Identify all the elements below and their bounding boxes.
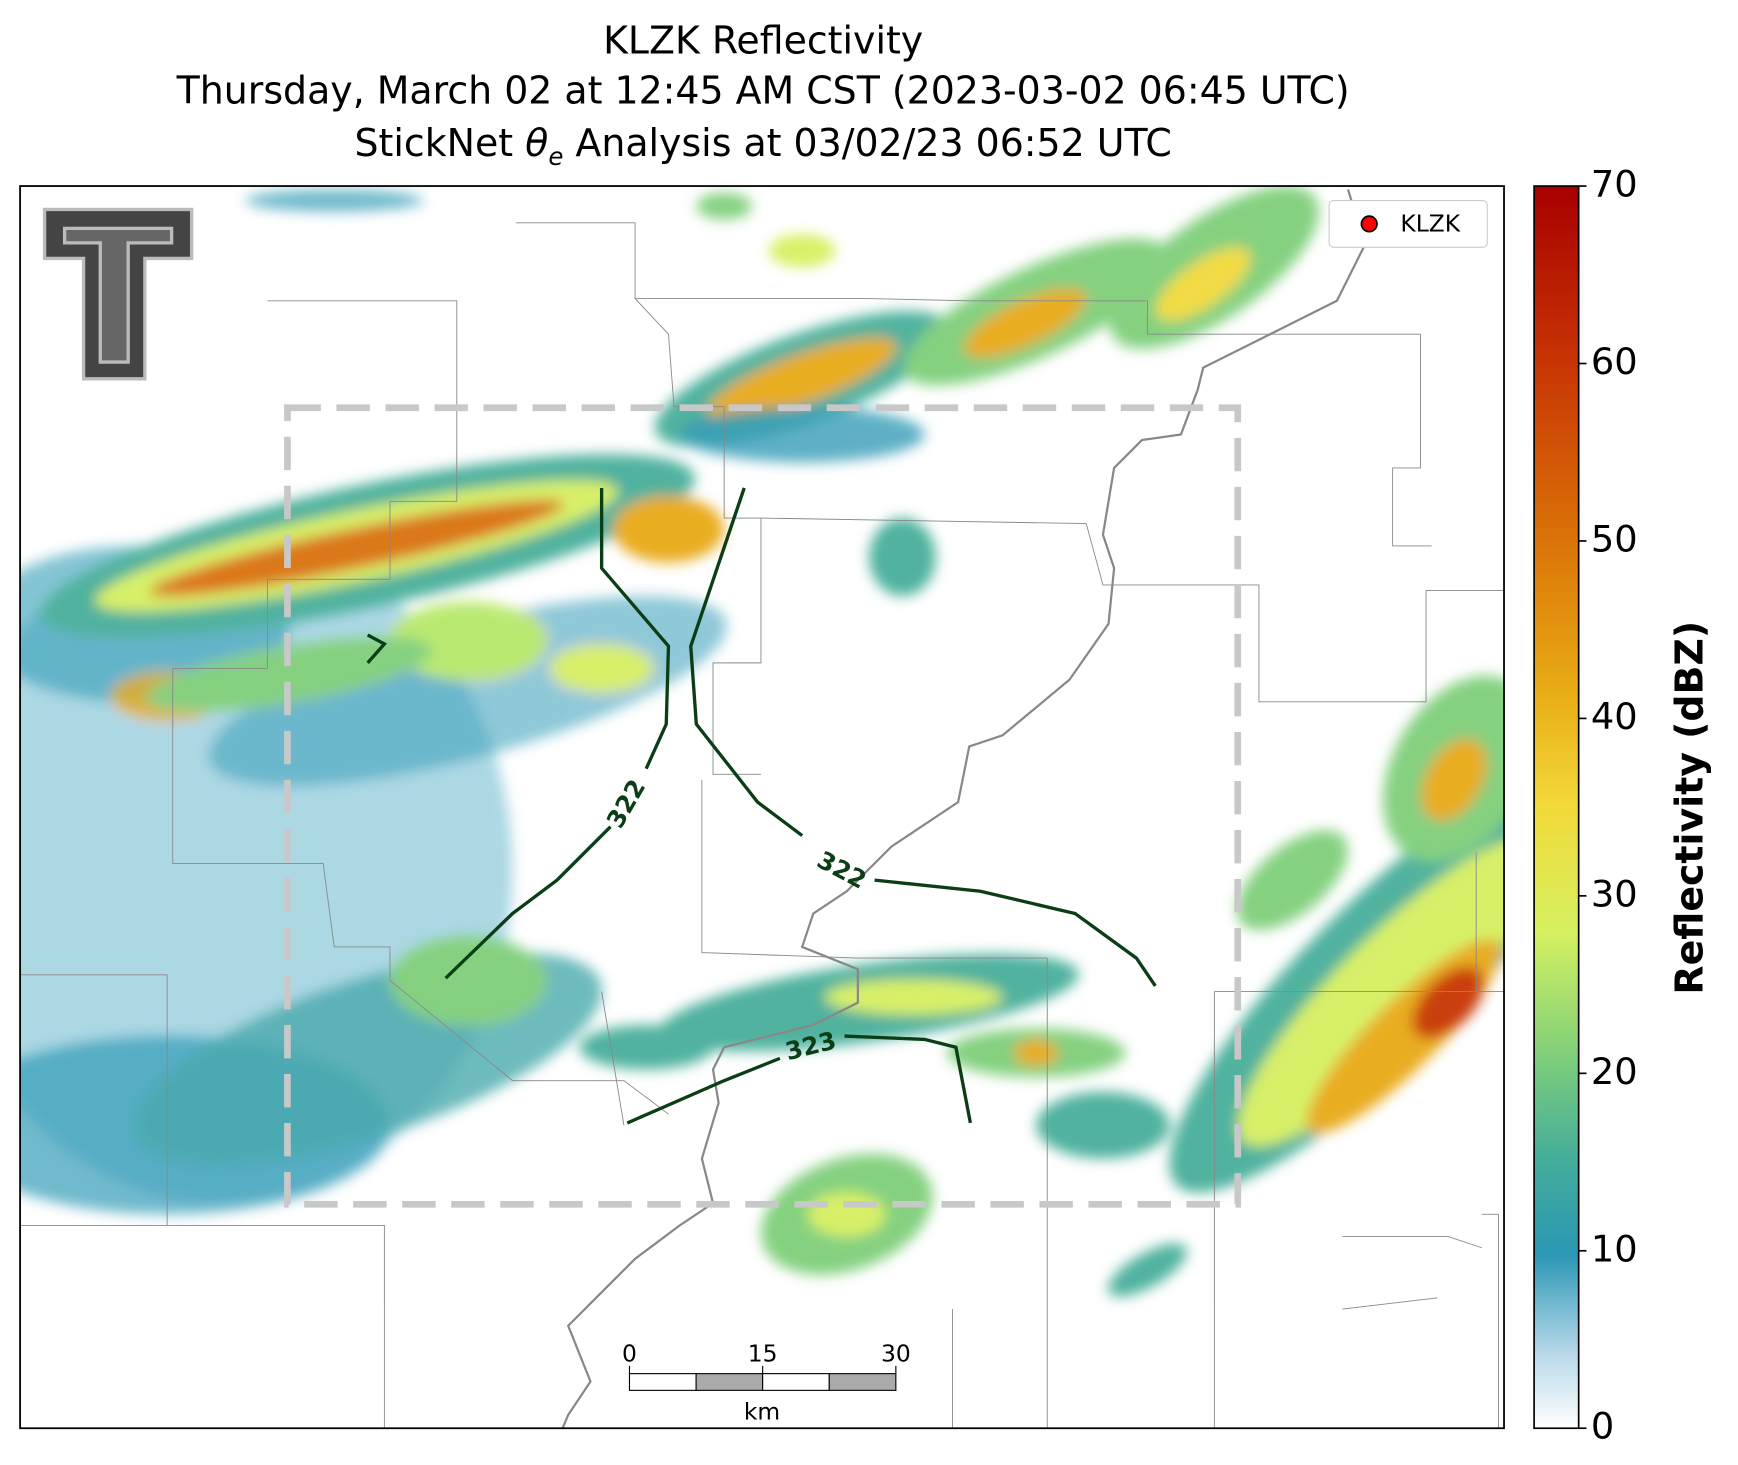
analysis-domain	[284, 404, 1242, 1208]
colorbar-tick-label: 10	[1591, 1227, 1638, 1270]
scale-bar: km 0 15 30	[622, 1339, 911, 1425]
map: 322 322 323	[20, 186, 1505, 1429]
scale-tick-label: 15	[748, 1339, 778, 1367]
county-lines	[20, 222, 1505, 1429]
colorbar-tick-label: 0	[1591, 1405, 1614, 1448]
theta-subscript: e	[548, 142, 563, 171]
legend-label: KLZK	[1400, 210, 1460, 238]
colorbar-tick-label: 60	[1591, 340, 1638, 383]
title-line: KLZK Reflectivity	[603, 18, 923, 62]
scale-segment	[828, 1373, 897, 1391]
title-line: Thursday, March 02 at 12:45 AM CST (2023…	[176, 69, 1350, 113]
scale-unit: km	[744, 1397, 780, 1425]
scale-segment	[762, 1373, 830, 1391]
legend-marker	[1360, 215, 1378, 233]
legend: KLZK	[1328, 199, 1488, 248]
colorbar-ticks: 0 10 20 30 40 50 60 70	[1578, 163, 1638, 1448]
title-part: Analysis at 03/02/23 06:52 UTC	[563, 121, 1171, 165]
map-frame	[19, 185, 1505, 1430]
contour-label: 322	[601, 774, 652, 833]
colorbar-tick-label: 50	[1591, 517, 1638, 560]
scale-segment	[628, 1373, 697, 1391]
state-border	[561, 189, 1366, 1429]
colorbar-tick-label: 20	[1591, 1050, 1638, 1093]
scale-segment	[695, 1373, 764, 1391]
scale-tick-label: 0	[622, 1339, 637, 1367]
colorbar-tick-label: 70	[1591, 163, 1638, 206]
scale-tick-label: 30	[881, 1339, 911, 1367]
colorbar-label: Reflectivity (dBZ)	[1667, 621, 1711, 995]
colorbar	[1533, 185, 1580, 1430]
texas-tech-logo	[42, 207, 194, 381]
theta-e-contours	[366, 487, 1157, 1125]
colorbar-tick-label: 40	[1591, 695, 1638, 738]
legend-box	[1328, 199, 1488, 248]
contour-label: 322	[812, 845, 871, 895]
reflectivity	[20, 186, 1505, 1297]
colorbar-tick-label: 30	[1591, 872, 1638, 915]
title-part: StickNet	[355, 121, 526, 165]
title-line: StickNet θe Analysis at 03/02/23 06:52 U…	[355, 121, 1172, 171]
theta-symbol: θ	[525, 121, 548, 165]
